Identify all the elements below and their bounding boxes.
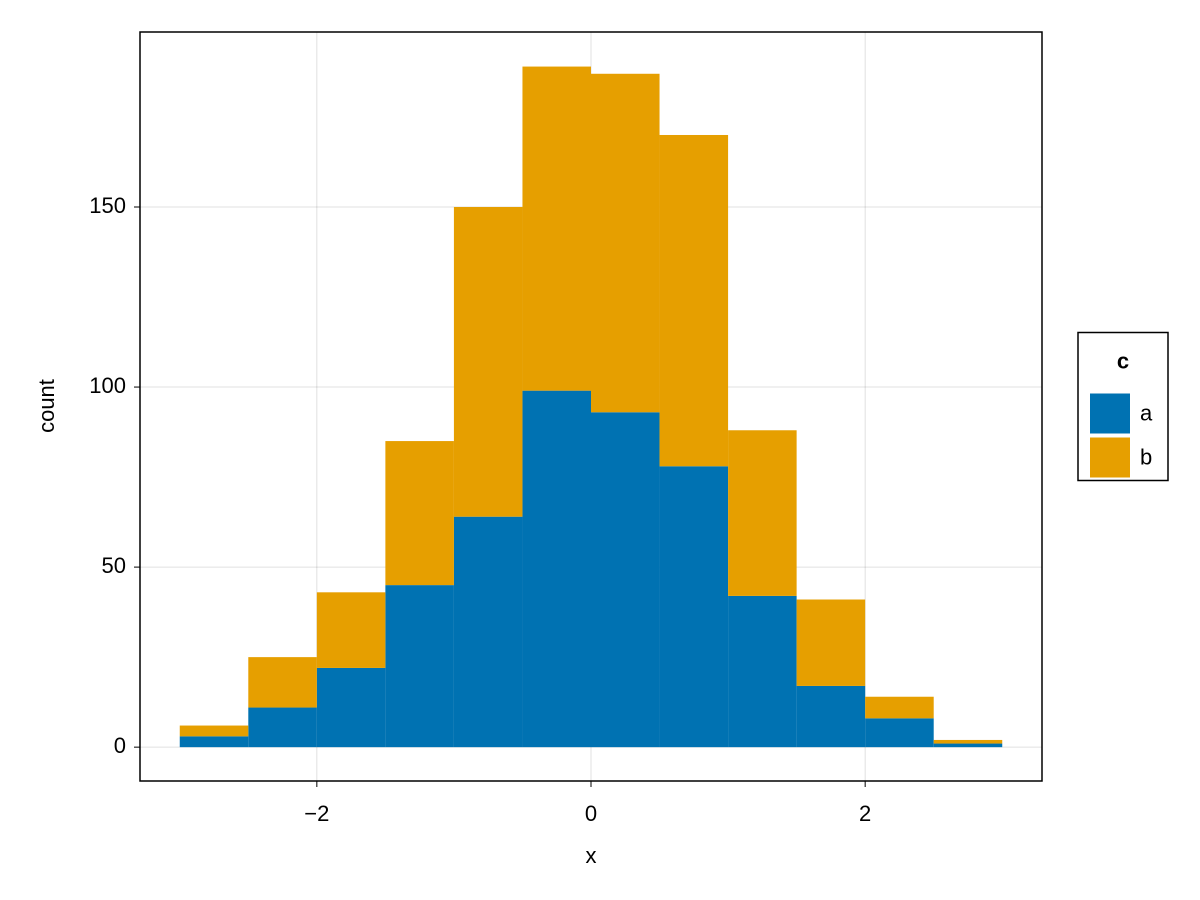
bar-segment (179, 736, 249, 748)
bar-segment (865, 696, 934, 719)
x-tick-label: 2 (859, 801, 871, 826)
bar-segment (316, 667, 386, 748)
x-axis-label: x (586, 843, 597, 868)
bar-segment (453, 516, 523, 748)
bar-segment (385, 441, 454, 586)
bar-segment (522, 390, 591, 748)
bar-segment (659, 134, 729, 467)
bar-segment (248, 657, 317, 708)
bar-segment (591, 412, 660, 748)
legend-swatch (1090, 437, 1130, 478)
y-tick-label: 150 (89, 193, 126, 218)
y-tick-label: 50 (102, 553, 126, 578)
x-tick-label: 0 (585, 801, 597, 826)
bar-segment (179, 725, 249, 737)
bar-segment (796, 599, 866, 686)
bar-segment (248, 707, 317, 748)
plot-frame (139, 31, 1043, 782)
y-tick-label: 100 (89, 373, 126, 398)
y-tick-label: 0 (114, 733, 126, 758)
bar-segment (933, 743, 1003, 748)
bar-segment (933, 739, 1003, 744)
bar-segment (659, 466, 729, 748)
legend-label: b (1140, 444, 1152, 469)
bar-segment (316, 592, 386, 668)
x-tick-label: −2 (304, 801, 329, 826)
bar-segment (728, 430, 797, 596)
bar-segment (796, 685, 866, 748)
bar-segment (865, 718, 934, 748)
bar-segment (522, 66, 591, 391)
legend-label: a (1140, 400, 1153, 425)
y-axis-label: count (34, 379, 59, 433)
bar-segment (591, 73, 660, 413)
legend-swatch (1090, 393, 1130, 434)
bar-segment (453, 207, 523, 517)
legend-title: c (1117, 348, 1129, 373)
bar-segment (385, 585, 454, 748)
bar-segment (728, 595, 797, 748)
